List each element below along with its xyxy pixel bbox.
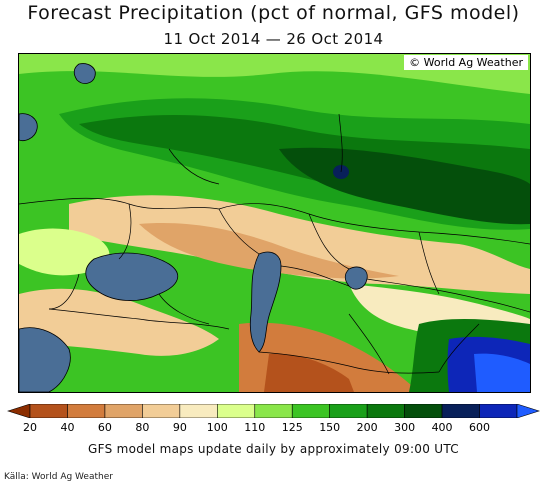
caspian-sea — [249, 251, 282, 353]
aral-sea — [344, 266, 368, 290]
date-range: 11 Oct 2014 — 26 Oct 2014 — [163, 30, 384, 48]
northwest-water — [19, 113, 38, 141]
colorbar-bin — [67, 404, 106, 418]
colorbar-bin — [479, 404, 518, 418]
aegean-sea — [19, 327, 71, 392]
precipitation-map: © World Ag Weather — [18, 53, 531, 393]
map-title: Forecast Precipitation (pct of normal, G… — [27, 2, 520, 24]
north-light-green — [19, 54, 530, 94]
west-lightgreen — [19, 228, 110, 276]
colorbar-bin — [291, 404, 330, 418]
central-orange-patch — [139, 223, 399, 279]
south-brown — [264, 353, 354, 392]
colorbar-tick-label: 110 — [244, 421, 266, 434]
southwest-tan — [19, 288, 219, 356]
colorbar-bin — [254, 404, 293, 418]
colorbar-bin — [29, 404, 68, 418]
colorbar-bin — [217, 404, 256, 418]
north-lake — [73, 63, 96, 84]
update-note: GFS model maps update daily by approxima… — [88, 442, 459, 456]
colorbar-tick-label: 400 — [431, 421, 453, 434]
colorbar-tick-label: 200 — [356, 421, 378, 434]
colorbar-tick-label: 150 — [319, 421, 341, 434]
colorbar-tick-label: 125 — [281, 421, 303, 434]
colorbar-bin — [142, 404, 181, 418]
colorbar-tick-label: 80 — [135, 421, 150, 434]
source-credit: Källa: World Ag Weather — [4, 472, 113, 482]
colorbar-tick-label: 600 — [469, 421, 491, 434]
map-canvas — [19, 54, 530, 392]
colorbar-tick-label: 300 — [394, 421, 416, 434]
colorbar-bin — [404, 404, 443, 418]
colorbar-low-arrow — [7, 404, 31, 418]
colorbar-bin — [366, 404, 405, 418]
precipitation-colorbar — [7, 404, 540, 418]
colorbar-tick-label: 40 — [60, 421, 75, 434]
colorbar-tick-label: 100 — [206, 421, 228, 434]
colorbar-bin — [179, 404, 218, 418]
colorbar-high-arrow — [516, 404, 540, 418]
colorbar-tick-label: 90 — [172, 421, 187, 434]
colorbar-bin — [329, 404, 368, 418]
copyright-label: © World Ag Weather — [404, 55, 528, 70]
colorbar-tick-label: 20 — [23, 421, 37, 434]
country-borders — [19, 113, 530, 375]
southeast-brightblue — [474, 353, 530, 392]
central-tan-belt — [69, 195, 530, 294]
colorbar-tick-label: 60 — [97, 421, 112, 434]
colorbar-bin — [441, 404, 480, 418]
colorbar-bin — [104, 404, 143, 418]
